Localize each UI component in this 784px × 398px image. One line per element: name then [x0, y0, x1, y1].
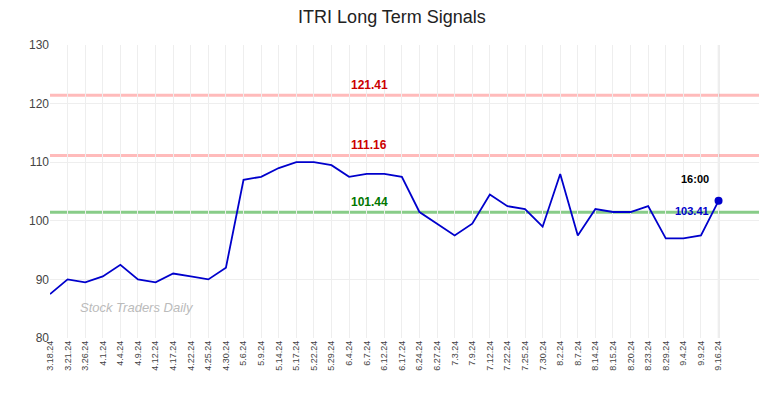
svg-text:100: 100 — [29, 214, 49, 228]
svg-text:90: 90 — [36, 273, 50, 287]
svg-text:3.21.24: 3.21.24 — [63, 341, 73, 371]
svg-text:110: 110 — [30, 155, 49, 169]
svg-text:7.22.24: 7.22.24 — [502, 341, 512, 371]
svg-text:4.17.24: 4.17.24 — [168, 341, 178, 371]
svg-text:5.9.24: 5.9.24 — [256, 341, 266, 366]
svg-text:6.4.24: 6.4.24 — [344, 341, 354, 366]
svg-text:7.25.24: 7.25.24 — [520, 341, 530, 371]
svg-text:6.7.24: 6.7.24 — [362, 341, 372, 366]
svg-text:101.44: 101.44 — [351, 195, 388, 209]
svg-text:5.22.24: 5.22.24 — [309, 341, 319, 371]
svg-text:4.30.24: 4.30.24 — [221, 341, 231, 371]
svg-text:Stock Traders Daily: Stock Traders Daily — [80, 300, 194, 315]
svg-text:130: 130 — [29, 38, 49, 52]
svg-text:4.9.24: 4.9.24 — [133, 341, 143, 366]
svg-text:9.9.24: 9.9.24 — [696, 341, 706, 366]
svg-text:7.9.24: 7.9.24 — [467, 341, 477, 366]
svg-text:6.24.24: 6.24.24 — [414, 341, 424, 371]
svg-text:8.15.24: 8.15.24 — [608, 341, 618, 371]
svg-text:80: 80 — [36, 331, 50, 345]
svg-text:9.16.24: 9.16.24 — [713, 341, 723, 371]
svg-text:4.1.24: 4.1.24 — [98, 341, 108, 366]
svg-text:7.3.24: 7.3.24 — [450, 341, 460, 366]
svg-text:5.17.24: 5.17.24 — [291, 341, 301, 371]
svg-text:16:00: 16:00 — [681, 173, 709, 185]
svg-text:ITRI Long Term Signals: ITRI Long Term Signals — [298, 7, 486, 27]
svg-text:103.41: 103.41 — [675, 205, 709, 217]
svg-text:6.12.24: 6.12.24 — [379, 341, 389, 371]
svg-text:4.25.24: 4.25.24 — [203, 341, 213, 371]
svg-text:4.4.24: 4.4.24 — [115, 341, 125, 366]
svg-text:8.29.24: 8.29.24 — [661, 341, 671, 371]
svg-text:7.12.24: 7.12.24 — [485, 341, 495, 371]
svg-text:8.20.24: 8.20.24 — [626, 341, 636, 371]
svg-text:9.4.24: 9.4.24 — [678, 341, 688, 366]
svg-text:4.22.24: 4.22.24 — [186, 341, 196, 371]
svg-text:8.7.24: 8.7.24 — [573, 341, 583, 366]
svg-text:6.27.24: 6.27.24 — [432, 341, 442, 371]
svg-text:8.14.24: 8.14.24 — [590, 341, 600, 371]
svg-text:111.16: 111.16 — [351, 138, 387, 152]
svg-text:3.18.24: 3.18.24 — [45, 341, 55, 371]
svg-text:120: 120 — [29, 97, 49, 111]
svg-text:5.6.24: 5.6.24 — [238, 341, 248, 366]
svg-text:7.30.24: 7.30.24 — [538, 341, 548, 371]
svg-text:8.23.24: 8.23.24 — [643, 341, 653, 371]
svg-text:5.29.24: 5.29.24 — [326, 341, 336, 371]
svg-text:3.26.24: 3.26.24 — [80, 341, 90, 371]
svg-text:5.14.24: 5.14.24 — [274, 341, 284, 371]
svg-text:4.12.24: 4.12.24 — [150, 341, 160, 371]
svg-text:6.17.24: 6.17.24 — [397, 341, 407, 371]
svg-text:8.2.24: 8.2.24 — [555, 341, 565, 366]
svg-text:121.41: 121.41 — [351, 78, 388, 92]
